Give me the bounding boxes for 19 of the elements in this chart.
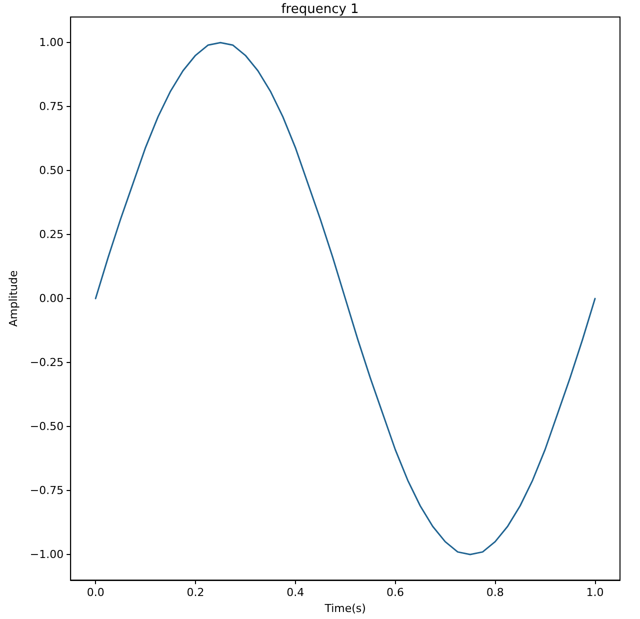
x-tick-label: 0.2	[186, 586, 204, 600]
y-tick-label: −0.50	[30, 420, 64, 434]
y-tick-label: −0.25	[30, 356, 64, 370]
y-axis-title: Amplitude	[7, 270, 20, 327]
x-axis-title: Time(s)	[324, 602, 366, 615]
y-tick-label: −1.00	[30, 548, 64, 562]
y-tick-label: 0.75	[39, 100, 64, 114]
x-tick-label: 0.0	[86, 586, 104, 600]
y-tick-label: 0.25	[39, 228, 64, 242]
x-tick-label: 0.6	[386, 586, 404, 600]
chart-title: frequency 1	[281, 2, 359, 17]
line-series	[94, 42, 596, 556]
y-tick-label: 0.50	[39, 164, 64, 178]
x-tick-label: 0.8	[486, 586, 504, 600]
y-tick-label: 1.00	[39, 36, 64, 50]
x-tick-label: 1.0	[586, 586, 604, 600]
y-tick-label: 0.00	[39, 292, 64, 306]
x-tick-label: 0.4	[286, 586, 304, 600]
y-tick-label: −0.75	[30, 484, 64, 498]
